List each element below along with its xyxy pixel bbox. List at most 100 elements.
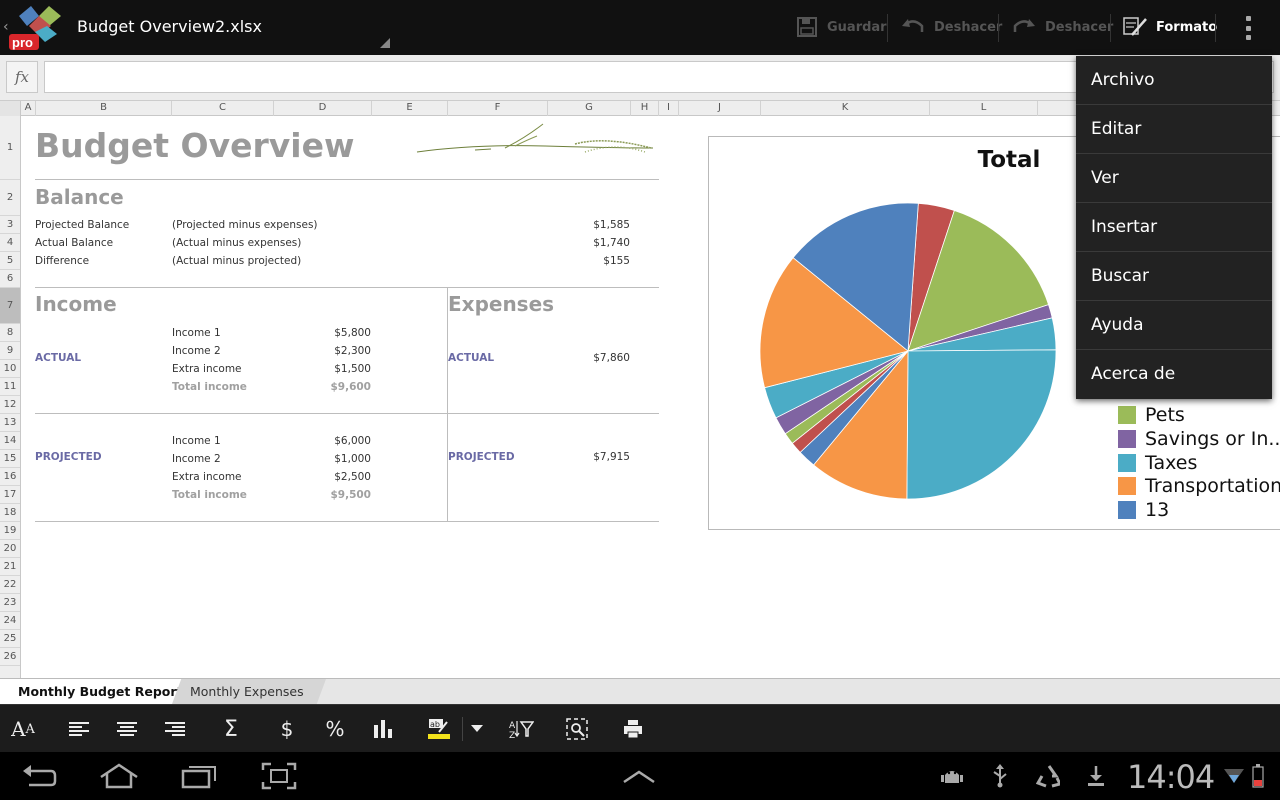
usb-icon: [988, 764, 1012, 788]
highlight-icon[interactable]: ab: [422, 713, 456, 745]
row-header[interactable]: 8: [0, 324, 20, 342]
separator: [998, 14, 999, 42]
row-header[interactable]: 24: [0, 612, 20, 630]
legend-label: Savings or In...: [1145, 428, 1280, 450]
balance-value: $155: [603, 255, 630, 267]
expenses-actual-label: ACTUAL: [448, 352, 495, 364]
pie-slice: [906, 349, 1057, 500]
income-item-label: Income 1: [172, 435, 221, 447]
screenshot-icon[interactable]: [258, 760, 300, 792]
row-header[interactable]: 17: [0, 486, 20, 504]
row-header[interactable]: 20: [0, 540, 20, 558]
back-chevron-icon[interactable]: ‹: [3, 19, 9, 35]
column-header[interactable]: C: [172, 101, 274, 116]
column-header[interactable]: H: [631, 101, 659, 116]
percent-icon[interactable]: %: [325, 717, 345, 741]
row-header[interactable]: 6: [0, 270, 20, 288]
column-header[interactable]: B: [36, 101, 172, 116]
menu-item-acerca-de[interactable]: Acerca de: [1091, 364, 1176, 384]
undo-button[interactable]: Deshacer: [900, 8, 1002, 46]
column-header[interactable]: E: [372, 101, 448, 116]
column-header[interactable]: A: [21, 101, 36, 116]
row-header[interactable]: 5: [0, 252, 20, 270]
column-header[interactable]: D: [274, 101, 372, 116]
print-icon[interactable]: [616, 713, 650, 745]
row-header[interactable]: 9: [0, 342, 20, 360]
column-header[interactable]: J: [679, 101, 761, 116]
income-item-label: Extra income: [172, 471, 242, 483]
row-header[interactable]: 13: [0, 414, 20, 432]
recent-apps-icon[interactable]: [178, 760, 220, 792]
row-header[interactable]: 3: [0, 216, 20, 234]
dropdown-arrow-icon[interactable]: [463, 713, 491, 745]
tab-monthly-expenses[interactable]: Monthly Expenses: [172, 679, 326, 704]
sum-icon[interactable]: Σ: [224, 716, 238, 742]
row-header[interactable]: 14: [0, 432, 20, 450]
currency-icon[interactable]: $: [280, 717, 294, 741]
redo-button[interactable]: Deshacer: [1011, 8, 1113, 46]
row-header[interactable]: 26: [0, 648, 20, 666]
income-item-value: $5,800: [334, 327, 371, 339]
menu-item-archivo[interactable]: Archivo: [1076, 56, 1272, 105]
align-right-icon[interactable]: [158, 713, 192, 745]
income-total-label: Total income: [172, 489, 247, 501]
income-projected-label: PROJECTED: [35, 451, 102, 463]
column-header[interactable]: G: [548, 101, 631, 116]
legend-swatch: [1118, 406, 1136, 424]
income-actual-label: ACTUAL: [35, 352, 82, 364]
pie-slice: [759, 257, 909, 389]
income-item-value: $2,300: [334, 345, 371, 357]
redo-icon: [1013, 19, 1035, 32]
select-all-corner[interactable]: [0, 101, 21, 116]
menu-item-buscar[interactable]: Buscar: [1076, 252, 1272, 301]
row-header[interactable]: 18: [0, 504, 20, 522]
zoom-icon[interactable]: [560, 713, 594, 745]
formula-input[interactable]: [44, 61, 1274, 93]
row-header[interactable]: 22: [0, 576, 20, 594]
back-icon[interactable]: [18, 760, 60, 792]
chart-icon[interactable]: [366, 713, 400, 745]
row-header[interactable]: 23: [0, 594, 20, 612]
spreadsheet-grid[interactable]: Budget Overview Balance Projected Balanc…: [21, 116, 1280, 678]
align-left-icon[interactable]: [62, 713, 96, 745]
row-header[interactable]: 11: [0, 378, 20, 396]
row-header[interactable]: 2: [0, 180, 20, 216]
row-header[interactable]: 12: [0, 396, 20, 414]
row-header[interactable]: 1: [0, 116, 20, 180]
column-header[interactable]: K: [761, 101, 930, 116]
balance-value: $1,740: [593, 237, 630, 249]
chevron-up-icon[interactable]: [618, 760, 660, 792]
menu-item-insertar[interactable]: Insertar: [1076, 203, 1272, 252]
divider: [35, 521, 659, 522]
menu-item-ver[interactable]: Ver: [1076, 154, 1272, 203]
row-header-selected[interactable]: 7: [0, 288, 20, 324]
undo-label: Deshacer: [934, 19, 1003, 35]
row-header[interactable]: 16: [0, 468, 20, 486]
save-button[interactable]: Guardar: [795, 8, 887, 46]
format-button[interactable]: Formato: [1122, 8, 1217, 46]
tab-monthly-budget-report[interactable]: Monthly Budget Report: [0, 679, 201, 704]
column-header[interactable]: I: [659, 101, 679, 116]
divider: [447, 287, 448, 522]
menu-item-ayuda[interactable]: Ayuda: [1076, 301, 1272, 350]
menu-item-editar[interactable]: Editar: [1076, 105, 1272, 154]
function-button[interactable]: fx: [6, 61, 38, 93]
income-item-value: $2,500: [334, 471, 371, 483]
row-header[interactable]: 10: [0, 360, 20, 378]
column-header[interactable]: L: [930, 101, 1038, 116]
align-center-icon[interactable]: [110, 713, 144, 745]
app-logo[interactable]: pro: [9, 4, 63, 52]
row-header[interactable]: 25: [0, 630, 20, 648]
home-icon[interactable]: [98, 760, 140, 792]
pie-chart[interactable]: Total Pets Savings or In... Taxes Transp…: [708, 136, 1280, 530]
row-header[interactable]: 15: [0, 450, 20, 468]
row-header[interactable]: 21: [0, 558, 20, 576]
row-header[interactable]: 19: [0, 522, 20, 540]
row-header[interactable]: 4: [0, 234, 20, 252]
income-total-value: $9,500: [330, 489, 371, 501]
overflow-menu-icon[interactable]: [1240, 14, 1256, 42]
column-header[interactable]: F: [448, 101, 548, 116]
